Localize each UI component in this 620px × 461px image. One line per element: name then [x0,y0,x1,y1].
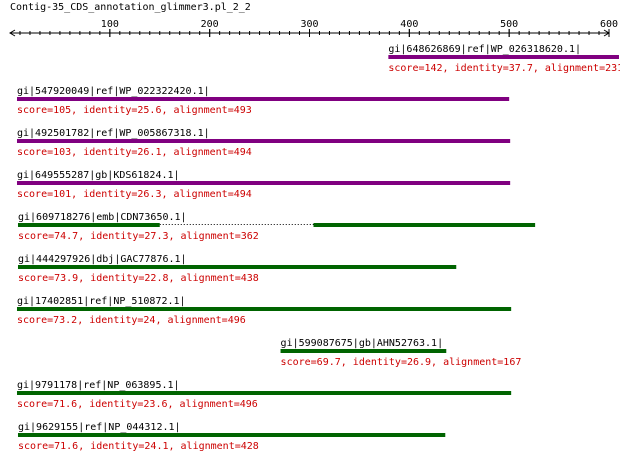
hit-stats: score=103, identity=26.1, alignment=494 [17,147,252,158]
hit-row: gi|492501782|ref|WP_005867318.1| score=10… [16,128,511,158]
hit-row: gi|9791178|ref|NP_063895.1| score=71.6, i… [16,380,512,410]
hit-row: gi|599087675|gb|AHN52763.1| score=69.7, i… [280,338,522,368]
hit-stats: score=73.2, identity=24, alignment=496 [17,315,246,326]
position-ruler: 100 200 300 400 500 600 [9,19,618,37]
hit-stats: score=105, identity=25.6, alignment=493 [17,105,252,116]
ruler-left-arrow [9,29,16,37]
hit-row: gi|649555287|gb|KDS61824.1| score=101, id… [16,170,511,200]
alignment-bar [280,349,447,353]
hit-accession: gi|547920049|ref|WP_022322420.1| [17,86,210,97]
contig-title: Contig-35_CDS_annotation_glimmer3.pl_2_2 [10,2,251,13]
alignment-bar [17,433,446,437]
alignment-bar [16,139,511,143]
ruler-tick-label: 200 [201,19,219,30]
hit-stats: score=101, identity=26.3, alignment=494 [17,189,252,200]
hit-accession: gi|599087675|gb|AHN52763.1| [281,338,444,349]
hit-accession: gi|492501782|ref|WP_005867318.1| [17,128,210,139]
ruler-tick-label: 100 [101,19,119,30]
alignment-bar [17,223,160,227]
alignment-bar [313,223,536,227]
alignment-bar [16,97,510,101]
hit-row: gi|547920049|ref|WP_022322420.1| score=10… [16,86,510,116]
hit-row: gi|9629155|ref|NP_044312.1| score=71.6, i… [17,422,446,452]
hit-accession: gi|648626869|ref|WP_026318620.1| [388,44,581,55]
alignment-bar [388,55,619,59]
hit-accession: gi|17402851|ref|NP_510872.1| [17,296,186,307]
hit-row: gi|444297926|dbj|GAC77876.1| score=73.9, … [17,254,457,284]
hit-list: gi|648626869|ref|WP_026318620.1| score=14… [16,44,620,452]
hit-stats: score=71.6, identity=23.6, alignment=496 [17,399,258,410]
hit-stats: score=73.9, identity=22.8, alignment=438 [18,273,259,284]
hit-row: gi|17402851|ref|NP_510872.1| score=73.2, … [16,296,512,326]
alignment-bar [16,391,512,395]
hit-accession: gi|649555287|gb|KDS61824.1| [17,170,180,181]
hit-stats: score=69.7, identity=26.9, alignment=167 [281,357,522,368]
hit-stats: score=142, identity=37.7, alignment=231 [388,63,620,74]
hit-row: gi|609718276|emb|CDN73650.1| score=74.7, … [17,212,536,242]
hit-accession: gi|609718276|emb|CDN73650.1| [18,212,187,223]
alignment-bar [16,307,512,311]
alignment-bar [16,181,511,185]
hit-accession: gi|444297926|dbj|GAC77876.1| [18,254,187,265]
hit-accession: gi|9791178|ref|NP_063895.1| [17,380,180,391]
ruler-tick-label: 400 [400,19,418,30]
hit-stats: score=71.6, identity=24.1, alignment=428 [18,441,259,452]
ruler-tick-label: 600 [600,19,618,30]
alignment-bar [17,265,457,269]
hit-row: gi|648626869|ref|WP_026318620.1| score=14… [388,44,620,74]
hit-accession: gi|9629155|ref|NP_044312.1| [18,422,181,433]
ruler-tick-label: 500 [500,19,518,30]
ruler-tick-label: 300 [300,19,318,30]
hit-stats: score=74.7, identity=27.3, alignment=362 [18,231,259,242]
